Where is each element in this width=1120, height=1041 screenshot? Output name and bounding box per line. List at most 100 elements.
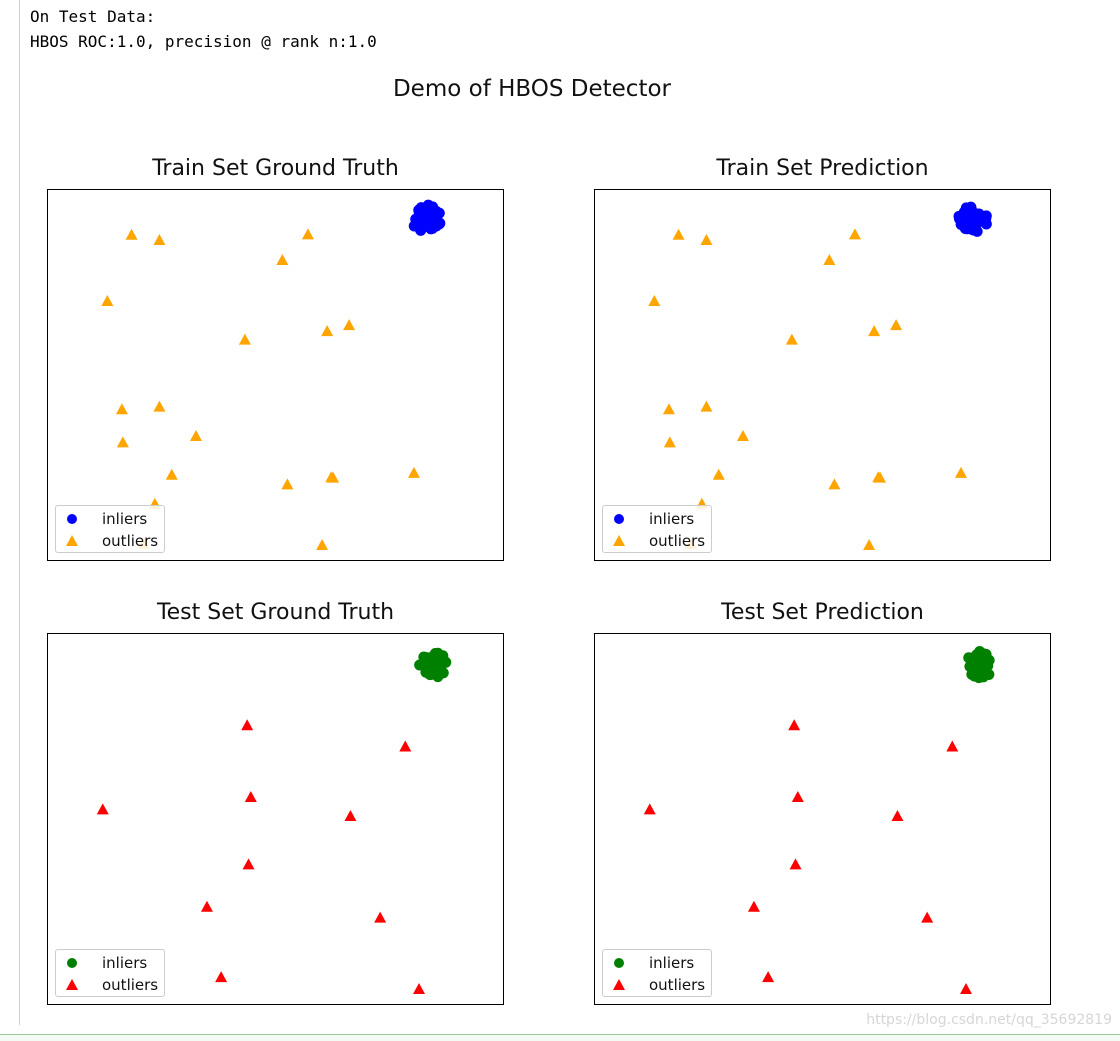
triangle-marker-icon [66,979,78,990]
output-line: On Test Data: [30,7,156,26]
legend-label: inliers [102,510,148,528]
legend: inliers outliers [55,949,165,997]
triangle-marker-icon [66,535,78,546]
outlier-point [672,228,685,240]
outlier-point [791,791,804,803]
subplot-train-prediction: Train Set Prediction inliers outliers [594,156,1051,561]
inlier-point [972,650,984,662]
cell-output: On Test Data: HBOS ROC:1.0, precision @ … [30,4,377,54]
outlier-point [874,471,887,483]
outlier-point [736,430,749,442]
legend-entry-inliers: inliers [56,953,164,973]
subplot-title: Train Set Ground Truth [152,156,399,181]
legend-label: inliers [649,510,695,528]
legend-entry-outliers: outliers [56,531,164,551]
outlier-point [747,900,760,912]
scatter-plot [594,189,1051,561]
outlier-point [789,858,802,870]
subplot-title: Test Set Prediction [721,600,924,625]
legend-entry-outliers: outliers [603,975,711,995]
outlier-point [321,325,334,337]
plot-frame [47,633,504,1005]
legend-entry-inliers: inliers [603,509,711,529]
scatter-plot [594,633,1051,1005]
legend: inliers outliers [602,949,712,997]
legend-label: inliers [649,954,695,972]
outlier-point [153,233,166,245]
inlier-point [966,204,978,216]
triangle-marker-icon [613,979,625,990]
subplot-title: Test Set Ground Truth [156,600,395,625]
outlier-point [276,254,289,266]
outlier-point [399,740,412,752]
legend-label: outliers [102,976,159,994]
subplot-test-ground-truth: Test Set Ground Truth inliers outliers [47,600,504,1005]
inlier-point [429,647,441,659]
outlier-point [828,478,841,490]
circle-marker-icon [67,514,77,524]
outlier-point [343,319,356,331]
legend-label: outliers [102,532,159,550]
outlier-point [712,468,725,480]
outlier-point [788,719,801,731]
outlier-point [189,430,202,442]
plot-frame [594,633,1051,1005]
outlier-point [863,539,876,551]
outlier-point [921,911,934,923]
legend-entry-outliers: outliers [603,531,711,551]
outlier-point [663,436,676,448]
outlier-point [101,294,114,306]
cell-gutter [0,0,20,1025]
scatter-plot [47,633,504,1005]
outlier-point [374,911,387,923]
cell-bottom-border [0,1034,1120,1041]
plot-frame [594,189,1051,561]
outlier-point [242,858,255,870]
outlier-point [344,810,357,822]
outlier-point [762,971,775,983]
plot-frame [47,189,504,561]
outlier-point [823,254,836,266]
outlier-point [890,319,903,331]
subplot-train-ground-truth: Train Set Ground Truth inliers outliers [47,156,504,561]
inlier-point [413,221,425,233]
legend-label: outliers [649,532,706,550]
outlier-point [165,468,178,480]
outlier-point [891,810,904,822]
inlier-point [965,221,977,233]
outlier-point [648,294,661,306]
outlier-point [244,791,257,803]
outlier-point [215,971,228,983]
outlier-point [115,403,128,415]
circle-marker-icon [614,514,624,524]
outlier-point [785,333,798,345]
inlier-point [974,667,986,679]
legend-entry-inliers: inliers [603,953,711,973]
legend-entry-inliers: inliers [56,509,164,529]
scatter-plot [47,189,504,561]
outlier-point [238,333,251,345]
outlier-point [241,719,254,731]
circle-marker-icon [614,958,624,968]
outlier-point [116,436,129,448]
legend-entry-outliers: outliers [56,975,164,995]
watermark-text: https://blog.csdn.net/qq_35692819 [866,1012,1112,1028]
outlier-point [412,983,425,995]
legend-label: inliers [102,954,148,972]
legend-label: outliers [649,976,706,994]
outlier-point [96,803,109,815]
outlier-point [643,803,656,815]
outlier-point [700,233,713,245]
outlier-point [316,539,329,551]
outlier-point [153,400,166,412]
outlier-point [946,740,959,752]
output-line: HBOS ROC:1.0, precision @ rank n:1.0 [30,32,377,51]
subplot-title: Train Set Prediction [716,156,929,181]
outlier-point [281,478,294,490]
inlier-point [425,223,437,235]
triangle-marker-icon [613,535,625,546]
outlier-point [700,400,713,412]
inlier-point [436,667,448,679]
outlier-point [954,466,967,478]
legend: inliers outliers [602,505,712,553]
